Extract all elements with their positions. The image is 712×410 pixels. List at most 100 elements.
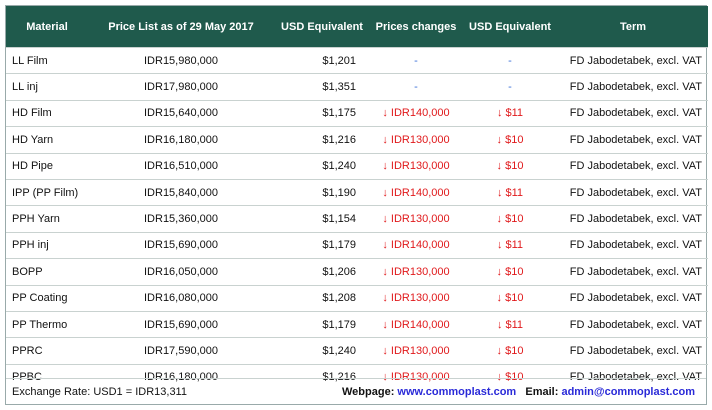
- footer: Exchange Rate: USD1 = IDR13,311 Webpage:…: [6, 378, 706, 404]
- table-cell: FD Jabodetabek, excl. VAT: [558, 363, 708, 391]
- table-cell: FD Jabodetabek, excl. VAT: [558, 46, 708, 74]
- table-cell: $1,154: [274, 205, 370, 233]
- table-row: HD Yarn IDR16,180,000 $1,216 ↓ IDR130,000 ↓ …: [6, 126, 708, 154]
- table-cell: ↓ IDR130,000: [370, 205, 462, 233]
- table-cell: IDR16,180,000: [88, 363, 274, 391]
- table-cell: IDR16,510,000: [88, 152, 274, 180]
- column-header: Material: [6, 6, 88, 48]
- table-cell: IDR15,360,000: [88, 205, 274, 233]
- table-row: IPP (PP Film) IDR15,840,000 $1,190 ↓ IDR140…: [6, 178, 708, 206]
- table-cell: IDR15,640,000: [88, 99, 274, 127]
- table-cell: -: [370, 46, 462, 74]
- table-cell: ↓ IDR130,000: [370, 284, 462, 312]
- table-cell: ↓ IDR140,000: [370, 178, 462, 206]
- table-cell: ↓ IDR140,000: [370, 310, 462, 338]
- table-cell: FD Jabodetabek, excl. VAT: [558, 99, 708, 127]
- table-cell: IDR16,080,000: [88, 284, 274, 312]
- table-cell: ↓ $10: [462, 126, 558, 154]
- table-cell: $1,206: [274, 258, 370, 286]
- table-cell: -: [370, 73, 462, 101]
- table-cell: FD Jabodetabek, excl. VAT: [558, 73, 708, 101]
- table-cell: FD Jabodetabek, excl. VAT: [558, 310, 708, 338]
- table-cell: FD Jabodetabek, excl. VAT: [558, 178, 708, 206]
- table-cell: ↓ $11: [462, 310, 558, 338]
- table-cell: BOPP: [6, 258, 88, 286]
- table-cell: HD Pipe: [6, 152, 88, 180]
- table-cell: FD Jabodetabek, excl. VAT: [558, 126, 708, 154]
- table-cell: $1,179: [274, 231, 370, 259]
- table-cell: $1,216: [274, 126, 370, 154]
- table-cell: IDR17,590,000: [88, 337, 274, 365]
- table-body: LL Film IDR15,980,000 $1,201- - FD Jabodetab…: [6, 46, 708, 391]
- table-cell: IDR16,180,000: [88, 126, 274, 154]
- email-label: Email:: [525, 385, 559, 398]
- table-cell: $1,208: [274, 284, 370, 312]
- table-cell: FD Jabodetabek, excl. VAT: [558, 152, 708, 180]
- table-cell: ↓ IDR130,000: [370, 152, 462, 180]
- column-header: Term: [558, 6, 708, 48]
- email-link[interactable]: admin@commoplast.com: [561, 385, 696, 398]
- webpage-label: Webpage:: [342, 385, 395, 398]
- table-row: LL Film IDR15,980,000 $1,201- - FD Jabodetab…: [6, 46, 708, 74]
- table-cell: ↓ $10: [462, 205, 558, 233]
- table-cell: PPH Yarn: [6, 205, 88, 233]
- table-cell: -: [462, 46, 558, 74]
- column-header: Price List as of 29 May 2017: [88, 6, 274, 48]
- table-row: BOPP IDR16,050,000 $1,206 ↓ IDR130,000 ↓ $10…: [6, 258, 708, 286]
- table-cell: ↓ $11: [462, 99, 558, 127]
- table-cell: $1,175: [274, 99, 370, 127]
- table-cell: FD Jabodetabek, excl. VAT: [558, 231, 708, 259]
- table-row: HD Pipe IDR16,510,000 $1,240 ↓ IDR130,000 ↓ …: [6, 152, 708, 180]
- table-cell: PP Coating: [6, 284, 88, 312]
- exchange-rate: Exchange Rate: USD1 = IDR13,311: [12, 385, 187, 398]
- table-cell: HD Film: [6, 99, 88, 127]
- table-cell: ↓ $10: [462, 363, 558, 391]
- table-cell: LL inj: [6, 73, 88, 101]
- table-cell: ↓ IDR130,000: [370, 126, 462, 154]
- table-cell: ↓ IDR130,000: [370, 337, 462, 365]
- price-table: Material Price List as of 29 May 2017 USD …: [6, 6, 708, 391]
- table-row: LL inj IDR17,980,000 $1,351- - FD Jabodetabe…: [6, 73, 708, 101]
- table-cell: FD Jabodetabek, excl. VAT: [558, 337, 708, 365]
- table-cell: ↓ IDR130,000: [370, 258, 462, 286]
- table-row: HD Film IDR15,640,000 $1,175 ↓ IDR140,000 ↓ …: [6, 99, 708, 127]
- header-row: Material Price List as of 29 May 2017 USD …: [6, 6, 708, 48]
- table-cell: IDR15,690,000: [88, 231, 274, 259]
- table-cell: IDR15,980,000: [88, 46, 274, 74]
- table-cell: ↓ $10: [462, 258, 558, 286]
- table-cell: ↓ $11: [462, 231, 558, 259]
- table-cell: IDR17,980,000: [88, 73, 274, 101]
- table-cell: ↓ $11: [462, 178, 558, 206]
- table-cell: $1,179: [274, 310, 370, 338]
- table-cell: FD Jabodetabek, excl. VAT: [558, 258, 708, 286]
- table-cell: HD Yarn: [6, 126, 88, 154]
- table-cell: FD Jabodetabek, excl. VAT: [558, 284, 708, 312]
- table-cell: $1,240: [274, 337, 370, 365]
- table-cell: $1,190: [274, 178, 370, 206]
- column-header: Prices changes: [370, 6, 462, 48]
- table-cell: IDR15,690,000: [88, 310, 274, 338]
- table-cell: IDR16,050,000: [88, 258, 274, 286]
- table-cell: PPRC: [6, 337, 88, 365]
- table-cell: ↓ IDR140,000: [370, 231, 462, 259]
- table-cell: ↓ $10: [462, 152, 558, 180]
- webpage-link[interactable]: www.commoplast.com: [397, 385, 517, 398]
- table-cell: LL Film: [6, 46, 88, 74]
- price-table-panel: Material Price List as of 29 May 2017 USD …: [5, 5, 708, 405]
- table-row: PP Thermo IDR15,690,000 $1,179 ↓ IDR140,000…: [6, 310, 708, 338]
- table-cell: PPH inj: [6, 231, 88, 259]
- table-cell: PPBC: [6, 363, 88, 391]
- table-cell: PP Thermo: [6, 310, 88, 338]
- table-cell: $1,240: [274, 152, 370, 180]
- table-cell: $1,216: [274, 363, 370, 391]
- table-cell: $1,351: [274, 73, 370, 101]
- table-cell: ↓ $10: [462, 337, 558, 365]
- table-row: PPRC IDR17,590,000 $1,240 ↓ IDR130,000 ↓ $10…: [6, 337, 708, 365]
- table-cell: ↓ $10: [462, 284, 558, 312]
- column-header: USD Equivalent: [462, 6, 558, 48]
- table-cell: ↓ IDR140,000: [370, 99, 462, 127]
- table-cell: IPP (PP Film): [6, 178, 88, 206]
- table-row: PPH inj IDR15,690,000 $1,179 ↓ IDR140,000 ↓ …: [6, 231, 708, 259]
- table-cell: ↓ IDR130,000: [370, 363, 462, 391]
